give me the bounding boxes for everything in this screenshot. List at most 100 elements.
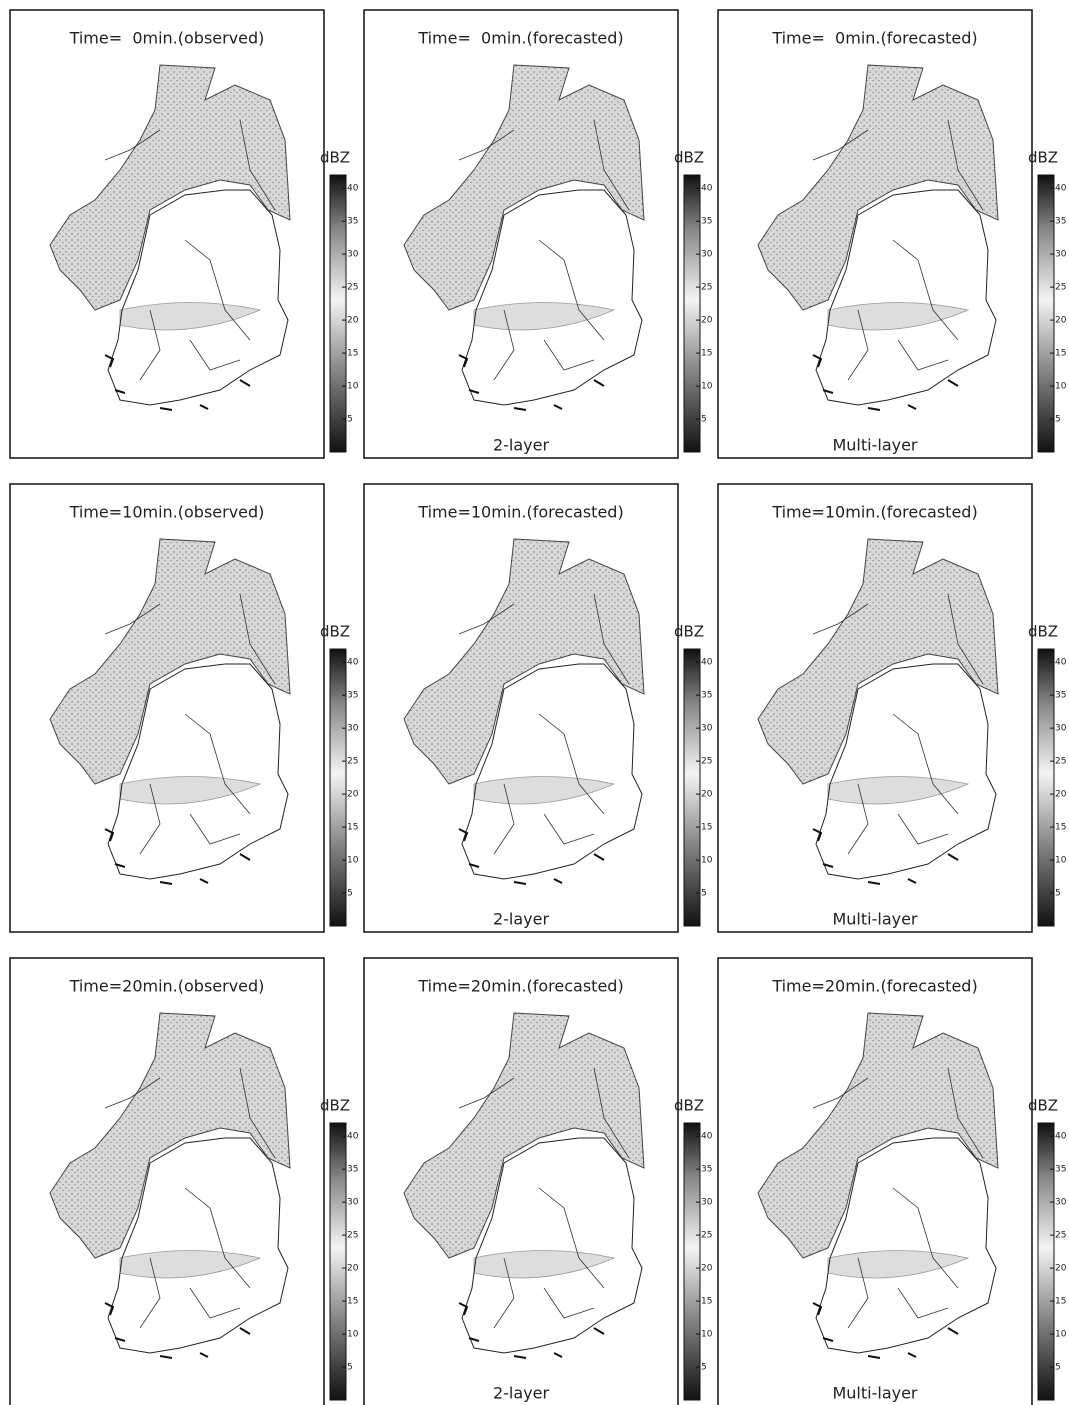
colorbar-tick-label: 40 [701, 1132, 713, 1142]
colorbar-tick-label: 10 [347, 856, 359, 866]
colorbar-tick-label: 30 [347, 1198, 359, 1208]
panel: Time= 0min.(forecasted)2-layerdBZ5101520… [364, 10, 713, 458]
colorbar-bar [684, 649, 700, 926]
colorbar-tick-label: 15 [347, 349, 358, 359]
panel-caption: 2-layer [493, 910, 550, 929]
colorbar: dBZ 5 10 15 20 25 30 35 40 [674, 623, 713, 927]
colorbar-tick-label: 15 [347, 823, 358, 833]
colorbar-tick-label: 30 [1055, 724, 1067, 734]
colorbar-tick-label: 25 [1055, 283, 1066, 293]
colorbar: dBZ510152025303540 [320, 623, 359, 927]
colorbar-label: dBZ [1028, 149, 1058, 167]
colorbar-tick-label: 40 [347, 184, 359, 194]
colorbar-tick-label: 35 [347, 691, 358, 701]
colorbar-tick-label: 30 [701, 724, 713, 734]
panel-caption: Multi-layer [832, 436, 917, 455]
colorbar-tick-label: 10 [1055, 382, 1067, 392]
colorbar-tick-label: 10 [347, 382, 359, 392]
colorbar-tick-label: 35 [347, 1165, 358, 1175]
colorbar-tick-label: 10 [1055, 1330, 1067, 1340]
colorbar-tick-label: 40 [701, 184, 713, 194]
colorbar-tick-label: 20 [701, 1264, 713, 1274]
colorbar-tick-label: 15 [1055, 1297, 1066, 1307]
colorbar: dBZ510152025303540 [674, 149, 713, 453]
panel: Time=20min.(forecasted)2-layerdBZ5101520… [364, 958, 713, 1405]
colorbar-tick-label: 25 [1055, 757, 1066, 767]
colorbar-tick-label: 5 [701, 889, 707, 899]
panel-title: Time=10min.(forecasted) [771, 503, 977, 522]
panel-caption: 2-layer [493, 436, 550, 455]
colorbar-tick-label: 35 [701, 691, 712, 701]
colorbar-tick-label: 5 [1055, 1363, 1061, 1373]
colorbar-tick-label: 10 [347, 1330, 359, 1340]
panel-caption: Multi-layer [832, 910, 917, 929]
colorbar-tick-label: 30 [347, 724, 359, 734]
panel-title: Time= 0min.(forecasted) [417, 29, 623, 48]
colorbar: dBZ510152025303540 [320, 1097, 359, 1401]
colorbar-tick-label: 5 [701, 1363, 707, 1373]
colorbar-tick-label: 15 [701, 823, 712, 833]
panel-title: Time=10min.(observed) [69, 503, 265, 522]
colorbar-tick-label: 15 [1055, 349, 1066, 359]
colorbar-tick-label: 10 [701, 382, 713, 392]
panel: Time=10min.(forecasted) Multi-layer dBZ 5 10… [718, 484, 1067, 932]
panel: Time= 0min.(observed) dBZ 5 10 15 20 25 30 35 40 [10, 10, 359, 458]
colorbar-tick-label: 35 [701, 1165, 712, 1175]
colorbar-tick-label: 30 [347, 250, 359, 260]
panel: Time=20min.(forecasted)Multi-layerdBZ510… [718, 958, 1067, 1405]
colorbar-tick-label: 35 [347, 217, 358, 227]
panel-caption: Multi-layer [832, 1384, 917, 1403]
colorbar-tick-label: 25 [701, 283, 712, 293]
colorbar-tick-label: 15 [701, 349, 712, 359]
panel: Time= 0min.(forecasted)Multi-layerdBZ510… [718, 10, 1067, 458]
colorbar-bar [1038, 1123, 1054, 1400]
colorbar-tick-label: 25 [1055, 1231, 1066, 1241]
colorbar-tick-label: 25 [701, 1231, 712, 1241]
colorbar-label: dBZ [1028, 623, 1058, 641]
colorbar-tick-label: 20 [1055, 1264, 1067, 1274]
colorbar-bar [684, 175, 700, 452]
colorbar-tick-label: 30 [1055, 250, 1067, 260]
colorbar-tick-label: 30 [1055, 1198, 1067, 1208]
colorbar-tick-label: 20 [347, 316, 359, 326]
colorbar-tick-label: 10 [701, 856, 713, 866]
colorbar-tick-label: 20 [1055, 790, 1067, 800]
colorbar-tick-label: 35 [1055, 217, 1066, 227]
panel-caption: 2-layer [493, 1384, 550, 1403]
colorbar-tick-label: 20 [701, 316, 713, 326]
colorbar-tick-label: 5 [1055, 415, 1061, 425]
colorbar-tick-label: 5 [1055, 889, 1061, 899]
colorbar-tick-label: 25 [347, 1231, 358, 1241]
colorbar-label: dBZ [674, 623, 704, 641]
colorbar-label: dBZ [674, 1097, 704, 1115]
colorbar-label: dBZ [320, 623, 350, 641]
colorbar-tick-label: 40 [347, 658, 359, 668]
colorbar-tick-label: 20 [347, 1264, 359, 1274]
colorbar-tick-label: 10 [701, 1330, 713, 1340]
colorbar-bar [330, 175, 346, 452]
colorbar: dBZ510152025303540 [1028, 623, 1067, 927]
colorbar-tick-label: 35 [1055, 691, 1066, 701]
panel: Time=10min.(forecasted)2-layerdBZ5101520… [364, 484, 713, 932]
colorbar-tick-label: 25 [347, 283, 358, 293]
colorbar: dBZ510152025303540 [1028, 1097, 1067, 1401]
colorbar-bar [1038, 649, 1054, 926]
colorbar-tick-label: 15 [1055, 823, 1066, 833]
colorbar-tick-label: 5 [347, 415, 353, 425]
colorbar-tick-label: 20 [701, 790, 713, 800]
colorbar: dBZ 5 10 15 20 25 30 35 40 [320, 149, 359, 453]
colorbar-label: dBZ [320, 149, 350, 167]
panel-title: Time=20min.(forecasted) [417, 977, 623, 996]
colorbar-tick-label: 40 [701, 658, 713, 668]
colorbar-tick-label: 20 [1055, 316, 1067, 326]
colorbar-tick-label: 10 [1055, 856, 1067, 866]
colorbar-tick-label: 20 [347, 790, 359, 800]
colorbar-label: dBZ [1028, 1097, 1058, 1115]
colorbar-tick-label: 25 [701, 757, 712, 767]
colorbar-bar [330, 649, 346, 926]
colorbar-tick-label: 15 [347, 1297, 358, 1307]
colorbar-bar [684, 1123, 700, 1400]
panel-title: Time= 0min.(observed) [69, 29, 265, 48]
